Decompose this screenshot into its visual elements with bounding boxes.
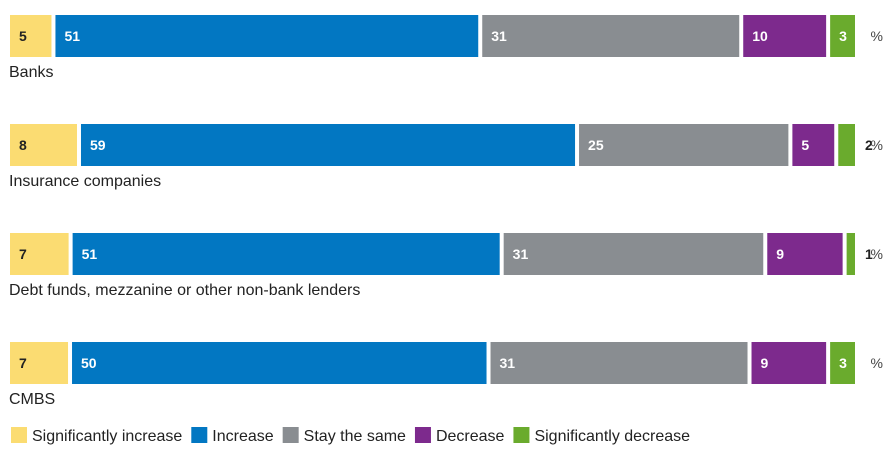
category-label-cmbs: CMBS — [9, 391, 55, 408]
legend-swatch-increase — [191, 427, 208, 443]
value-label-cmbs-stay-the-same: 31 — [500, 355, 516, 371]
unit-label: % — [871, 28, 883, 44]
value-label-debt-funds-mezzanine-or-other-non-bank-lenders-significantly-increase: 7 — [19, 246, 27, 262]
legend-swatch-stay-the-same — [282, 427, 299, 443]
bar-cmbs-significantly-increase — [10, 342, 69, 384]
bar-cmbs-stay-the-same — [490, 342, 748, 384]
value-label-insurance-companies-significantly-decrease: 2 — [865, 137, 873, 153]
value-label-debt-funds-mezzanine-or-other-non-bank-lenders-increase: 51 — [82, 246, 98, 262]
legend-swatch-decrease — [414, 427, 431, 443]
bar-debt-funds-mezzanine-or-other-non-bank-lenders-significantly-decrease — [846, 233, 855, 275]
unit-label: % — [871, 246, 883, 262]
bar-insurance-companies-increase — [80, 124, 576, 166]
value-label-banks-decrease: 10 — [752, 28, 768, 44]
value-label-cmbs-decrease: 9 — [761, 355, 769, 371]
value-label-debt-funds-mezzanine-or-other-non-bank-lenders-stay-the-same: 31 — [513, 246, 529, 262]
category-label-debt-funds-mezzanine-or-other-non-bank-lenders: Debt funds, mezzanine or other non-bank … — [9, 282, 360, 299]
value-label-banks-stay-the-same: 31 — [491, 28, 507, 44]
bar-debt-funds-mezzanine-or-other-non-bank-lenders-significantly-increase — [10, 233, 69, 275]
bar-cmbs-decrease — [751, 342, 827, 384]
value-label-banks-significantly-increase: 5 — [19, 28, 27, 44]
bar-insurance-companies-significantly-increase — [10, 124, 77, 166]
value-label-insurance-companies-increase: 59 — [90, 137, 106, 153]
bar-insurance-companies-stay-the-same — [579, 124, 789, 166]
legend-swatch-significantly-decrease — [513, 427, 530, 443]
bar-banks-decrease — [743, 15, 827, 57]
category-label-insurance-companies: Insurance companies — [9, 173, 161, 190]
value-label-banks-increase: 51 — [64, 28, 80, 44]
value-label-debt-funds-mezzanine-or-other-non-bank-lenders-decrease: 9 — [776, 246, 784, 262]
value-label-insurance-companies-stay-the-same: 25 — [588, 137, 604, 153]
legend-label-significantly-decrease: Significantly decrease — [534, 428, 690, 445]
value-label-cmbs-significantly-decrease: 3 — [839, 355, 847, 371]
legend-label-stay-the-same: Stay the same — [304, 428, 406, 445]
bar-cmbs-increase — [72, 342, 487, 384]
bar-insurance-companies-significantly-decrease — [838, 124, 855, 166]
bar-insurance-companies-decrease — [792, 124, 835, 166]
legend-label-decrease: Decrease — [436, 428, 505, 445]
legend-label-significantly-increase: Significantly increase — [32, 428, 182, 445]
bar-debt-funds-mezzanine-or-other-non-bank-lenders-increase — [72, 233, 500, 275]
unit-label: % — [871, 355, 883, 371]
bar-debt-funds-mezzanine-or-other-non-bank-lenders-stay-the-same — [503, 233, 764, 275]
unit-label: % — [871, 137, 883, 153]
bar-banks-increase — [55, 15, 479, 57]
legend: Significantly increase Increase Stay the s… — [11, 427, 690, 445]
bar-banks-significantly-increase — [10, 15, 52, 57]
legend-swatch-significantly-increase — [11, 427, 27, 443]
legend-label-increase: Increase — [212, 428, 273, 445]
value-label-cmbs-increase: 50 — [81, 355, 97, 371]
value-label-insurance-companies-significantly-increase: 8 — [19, 137, 27, 153]
category-label-banks: Banks — [9, 64, 53, 81]
bar-cmbs-significantly-decrease — [830, 342, 855, 384]
bar-debt-funds-mezzanine-or-other-non-bank-lenders-decrease — [767, 233, 843, 275]
value-label-debt-funds-mezzanine-or-other-non-bank-lenders-significantly-decrease: 1 — [865, 246, 873, 262]
bar-banks-stay-the-same — [482, 15, 740, 57]
value-label-insurance-companies-decrease: 5 — [801, 137, 809, 153]
bar-banks-significantly-decrease — [830, 15, 855, 57]
value-label-cmbs-significantly-increase: 7 — [19, 355, 27, 371]
value-label-banks-significantly-decrease: 3 — [839, 28, 847, 44]
